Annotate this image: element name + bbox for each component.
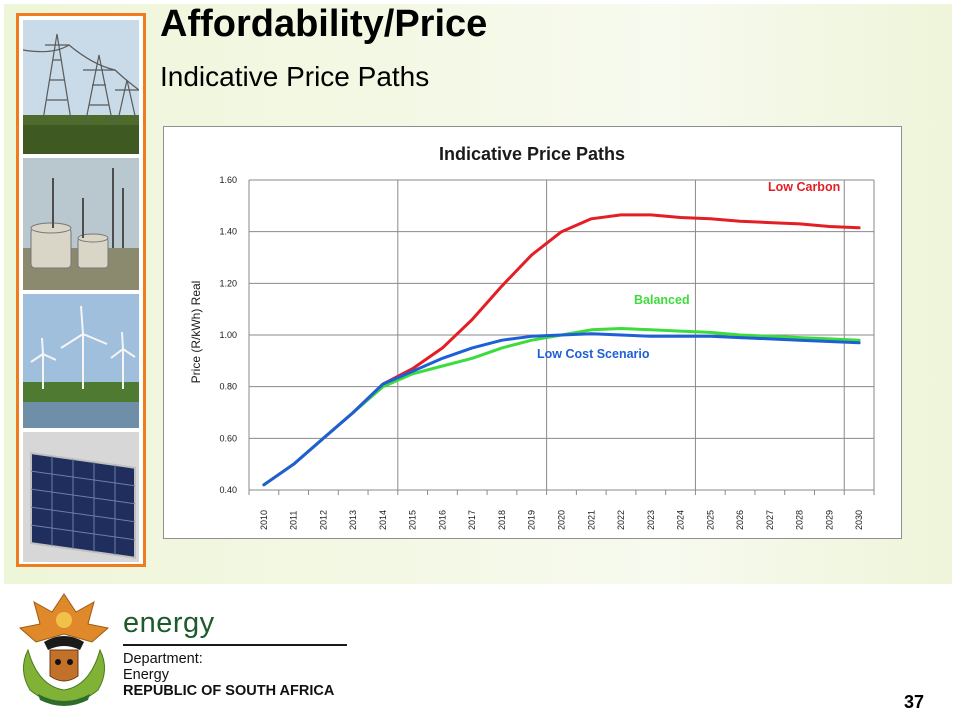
x-tick-label: 2022: [616, 510, 626, 530]
chart-title: Indicative Price Paths: [439, 144, 625, 164]
x-tick-label: 2027: [765, 510, 775, 530]
x-tick-label: 2028: [795, 510, 805, 530]
y-axis-label: Price (R/kWh) Real: [189, 281, 203, 384]
photo-strip: [16, 13, 146, 567]
x-tick-label: 2016: [437, 510, 447, 530]
x-tick-label: 2013: [348, 510, 358, 530]
x-tick-label: 2017: [467, 510, 477, 530]
x-tick-label: 2025: [705, 510, 715, 530]
dept-name: Energy: [123, 667, 169, 683]
energy-wordmark: energy: [123, 607, 215, 639]
x-tick-label: 2010: [259, 510, 269, 530]
x-tick-label: 2011: [289, 511, 299, 530]
x-tick-label: 2026: [735, 510, 745, 530]
x-tick-label: 2018: [497, 510, 507, 530]
chart-series: [262, 213, 861, 487]
x-tick-label: 2014: [378, 510, 388, 530]
legend-label-low-cost-scenario: Low Cost Scenario: [537, 347, 650, 361]
brand-divider: [123, 644, 347, 646]
x-tick-label: 2021: [586, 510, 596, 530]
footer-branding: [10, 590, 360, 715]
x-tick-label: 2029: [824, 510, 834, 530]
y-tick-label: 1.40: [219, 227, 237, 237]
y-tick-label: 1.00: [219, 330, 237, 340]
x-tick-label: 2023: [646, 510, 656, 530]
x-tick-label: 2012: [318, 510, 328, 530]
solar-panel-image: [23, 432, 139, 562]
wind-turbines-image: [23, 294, 139, 428]
legend-label-low-carbon: Low Carbon: [768, 180, 840, 194]
y-tick-label: 0.60: [219, 433, 237, 443]
x-tick-label: 2015: [408, 510, 418, 530]
coat-of-arms-icon: [18, 593, 110, 706]
dept-label: Department:: [123, 651, 203, 667]
series-line-low-cost-scenario: [262, 332, 861, 487]
x-tick-label: 2020: [557, 510, 567, 530]
page-number: 37: [904, 692, 925, 712]
slide-subtitle: Indicative Price Paths: [160, 61, 430, 92]
y-tick-label: 1.20: [219, 278, 237, 288]
y-tick-label: 0.40: [219, 485, 237, 495]
x-tick-label: 2019: [527, 510, 537, 530]
legend-label-balanced: Balanced: [634, 293, 690, 307]
chart-frame: 0.40 0.60 0.80 1.00 1.20 1.40 1.60 2010 2011 2012…: [163, 126, 902, 539]
country-name: REPUBLIC OF SOUTH AFRICA: [123, 683, 335, 699]
line-chart: 0.40 0.60 0.80 1.00 1.20 1.40 1.60 2010 2011 2012…: [189, 144, 875, 530]
chart-axes: 0.40 0.60 0.80 1.00 1.20 1.40 1.60 2010 2011 2012…: [219, 175, 875, 530]
y-tick-label: 0.80: [219, 382, 237, 392]
y-tick-label: 1.60: [219, 175, 237, 185]
slide-title: Affordability/Price: [160, 3, 488, 45]
x-tick-label: 2024: [676, 510, 686, 530]
x-tick-label: 2030: [854, 510, 864, 530]
refinery-image: [23, 158, 139, 290]
power-pylons-image: [23, 20, 139, 154]
